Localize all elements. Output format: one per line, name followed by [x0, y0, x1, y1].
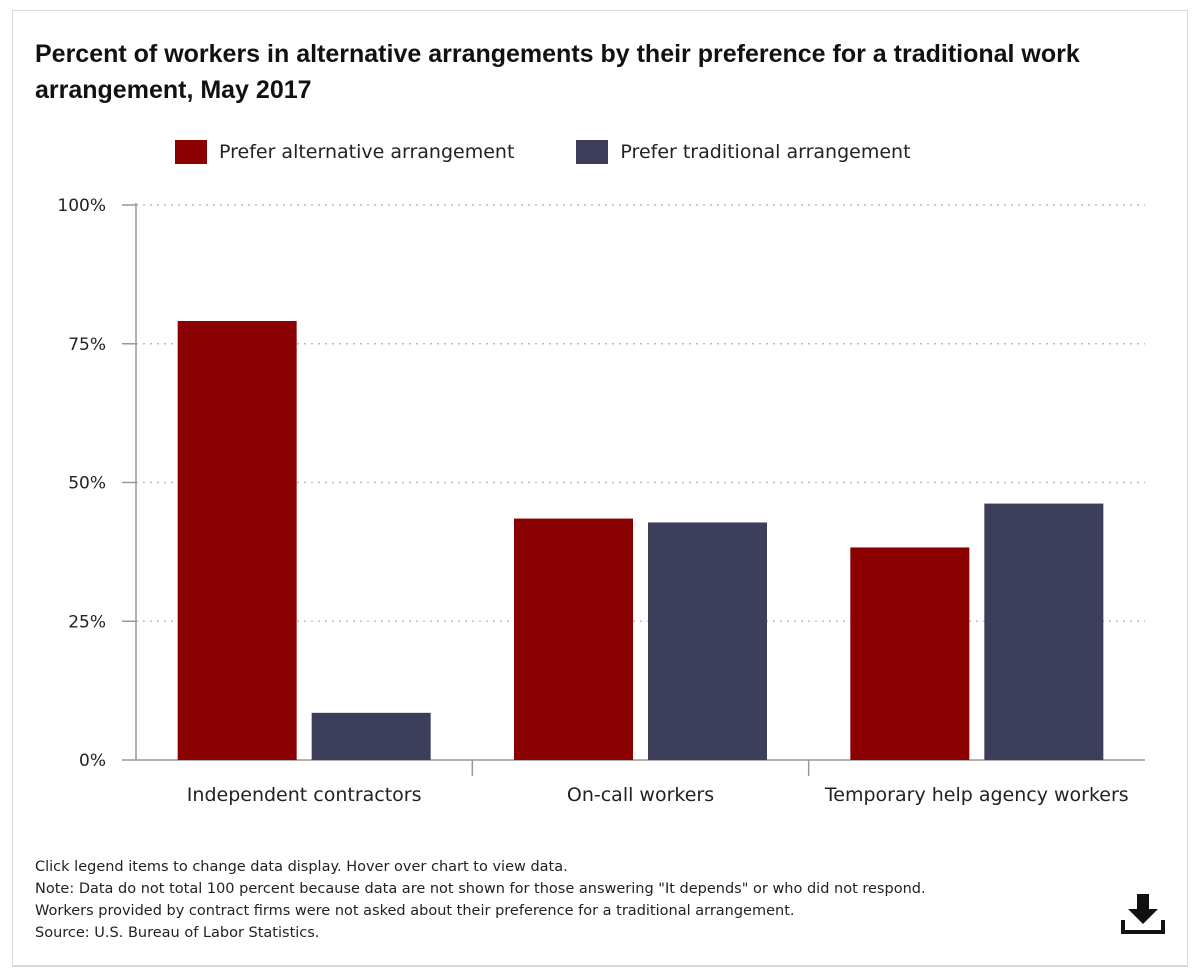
bars[interactable]: [177, 320, 1104, 760]
x-tick-label: Temporary help agency workers: [824, 784, 1129, 806]
bottom-divider: [12, 966, 1188, 967]
legend-swatch-prefer-alternative: [175, 140, 207, 164]
chart-title: Percent of workers in alternative arrang…: [35, 40, 1080, 104]
bar-prefer-traditional[interactable]: [984, 503, 1104, 760]
legend-label-prefer-traditional: Prefer traditional arrangement: [620, 141, 911, 163]
bar-prefer-alternative[interactable]: [514, 518, 633, 760]
legend-swatch-prefer-traditional: [576, 140, 609, 164]
bar-prefer-alternative[interactable]: [850, 547, 970, 760]
gridlines: [136, 204, 1145, 622]
download-icon[interactable]: [1120, 890, 1166, 936]
source-text: Source: U.S. Bureau of Labor Statistics.: [35, 925, 320, 941]
y-tick-label: 25%: [68, 612, 106, 632]
y-tick-label: 75%: [68, 335, 106, 355]
bar-prefer-traditional[interactable]: [311, 712, 431, 760]
legend-item-prefer-alternative[interactable]: Prefer alternative arrangement: [175, 140, 514, 164]
y-tick-label: 50%: [68, 474, 106, 494]
y-tick-label: 100%: [57, 196, 106, 216]
note-text: Note: Data do not total 100 percent beca…: [35, 881, 926, 897]
download-icon-graphic: [1121, 894, 1165, 934]
bar-prefer-traditional[interactable]: [648, 522, 767, 760]
legend-item-prefer-traditional[interactable]: Prefer traditional arrangement: [576, 140, 911, 164]
note-text-2: Workers provided by contract firms were …: [35, 903, 795, 919]
x-tick-label: On-call workers: [567, 784, 714, 806]
instruction-text: Click legend items to change data displa…: [35, 859, 568, 875]
axis-labels: 0% 25% 50% 75% 100% Independent contractors On…: [57, 196, 1128, 806]
chart-notes: Click legend items to change data displa…: [35, 856, 1145, 944]
legend-label-prefer-alternative: Prefer alternative arrangement: [219, 141, 515, 163]
bar-prefer-alternative[interactable]: [177, 320, 297, 760]
bar-chart[interactable]: 0% 25% 50% 75% 100% Independent contractors On…: [0, 0, 1200, 860]
y-tick-label: 0%: [79, 751, 106, 771]
axes: [122, 203, 1145, 776]
legend: Prefer alternative arrangement Prefer tr…: [175, 136, 973, 168]
x-tick-label: Independent contractors: [187, 784, 422, 806]
